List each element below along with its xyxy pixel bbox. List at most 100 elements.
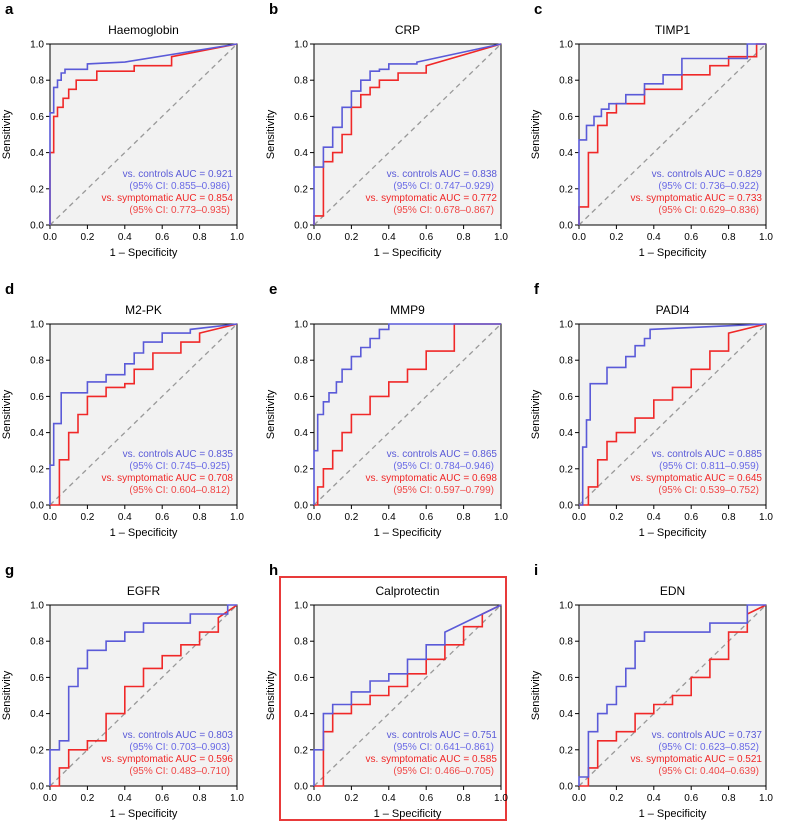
y-tick-label: 0.8 [294,76,308,87]
y-tick-label: 0.2 [559,464,573,475]
ci-symptomatic: (95% CI: 0.597–0.799) [393,485,494,496]
roc-curve-vs-symptomatic [579,604,767,787]
roc-curve-vs-symptomatic [49,43,238,225]
ci-symptomatic: (95% CI: 0.678–0.867) [393,205,494,216]
y-tick-label: 0.6 [294,673,308,684]
y-tick-label: 0.8 [294,637,308,648]
y-tick-label: 0.6 [559,673,573,684]
y-tick-label: 1.0 [559,601,573,612]
panel-title: MMP9 [390,303,425,317]
panel-letter: f [534,281,540,298]
y-axis-label: Sensitivity [530,109,542,159]
panel-letter: c [534,1,542,18]
panel-letter: d [5,281,14,298]
y-tick-label: 0.0 [30,782,44,793]
auc-symptomatic: vs. symptomatic AUC = 0.733 [631,193,763,204]
x-axis-label: 1 – Specificity [639,808,707,820]
x-tick-label: 0.6 [684,232,698,243]
x-tick-label: 0.8 [193,793,207,804]
ci-controls: (95% CI: 0.623–0.852) [658,742,759,753]
y-tick-label: 0.6 [559,392,573,403]
reference-diagonal [49,604,238,787]
auc-controls: vs. controls AUC = 0.751 [387,730,498,741]
ci-symptomatic: (95% CI: 0.483–0.710) [129,766,230,777]
y-tick-label: 0.4 [30,428,44,439]
roc-curve-vs-symptomatic [50,323,238,506]
x-tick-label: 0.2 [80,793,94,804]
y-axis-label: Sensitivity [1,670,13,720]
x-tick-label: 1.0 [759,232,773,243]
roc-curve-vs-symptomatic [313,43,502,225]
auc-controls: vs. controls AUC = 0.737 [652,730,763,741]
x-tick-label: 0.0 [307,232,321,243]
y-tick-label: 0.2 [30,184,44,195]
roc-curve-vs-symptomatic [314,604,502,787]
y-tick-label: 0.4 [30,709,44,720]
y-tick-label: 1.0 [559,320,573,331]
y-tick-label: 0.4 [30,148,44,159]
y-tick-label: 0.2 [294,745,308,756]
roc-curve-vs-symptomatic [578,43,766,225]
y-tick-label: 1.0 [30,601,44,612]
auc-symptomatic: vs. symptomatic AUC = 0.596 [102,754,234,765]
x-tick-label: 0.4 [382,512,396,523]
reference-diagonal [49,43,238,226]
ci-controls: (95% CI: 0.736–0.922) [658,181,759,192]
panel-letter: i [534,562,538,579]
y-tick-label: 0.6 [559,112,573,123]
ci-symptomatic: (95% CI: 0.404–0.639) [658,766,759,777]
x-tick-label: 0.6 [155,232,169,243]
panel-title: EGFR [127,584,161,598]
y-tick-label: 0.8 [559,637,573,648]
auc-symptomatic: vs. symptomatic AUC = 0.772 [366,193,498,204]
y-tick-label: 0.6 [30,112,44,123]
x-tick-label: 0.8 [193,512,207,523]
x-tick-label: 0.8 [722,232,736,243]
y-tick-label: 0.0 [294,221,308,232]
x-tick-label: 0.4 [382,232,396,243]
roc-panel-m2-pk: d M2-PK 0.0 0.2 0.4 0.6 0.8 1.0 0.0 0.2 0.4 0.6 0.8 1… [1,281,244,539]
x-tick-label: 0.4 [118,512,132,523]
x-tick-label: 0.4 [647,793,661,804]
x-tick-label: 0.0 [43,793,57,804]
roc-curve-vs-controls [313,43,502,225]
x-tick-label: 0.6 [155,512,169,523]
roc-curve-vs-controls [579,323,767,506]
y-tick-label: 1.0 [294,320,308,331]
y-tick-label: 1.0 [30,40,44,51]
x-tick-label: 0.2 [609,512,623,523]
y-tick-label: 1.0 [559,40,573,51]
reference-diagonal [578,43,767,226]
x-tick-label: 1.0 [494,793,508,804]
x-tick-label: 1.0 [230,232,244,243]
roc-panel-padi4: f PADI4 0.0 0.2 0.4 0.6 0.8 1.0 0.0 0.2 0.4 0.6 0.8 1… [530,281,773,539]
x-tick-label: 0.4 [647,232,661,243]
y-tick-label: 0.2 [294,464,308,475]
y-axis-label: Sensitivity [530,389,542,439]
x-tick-label: 1.0 [494,232,508,243]
x-tick-label: 1.0 [230,512,244,523]
x-tick-label: 0.2 [609,232,623,243]
auc-symptomatic: vs. symptomatic AUC = 0.585 [366,754,498,765]
auc-symptomatic: vs. symptomatic AUC = 0.645 [631,473,763,484]
y-tick-label: 0.8 [30,637,44,648]
x-tick-label: 0.4 [382,793,396,804]
ci-symptomatic: (95% CI: 0.466–0.705) [393,766,494,777]
y-tick-label: 0.2 [559,184,573,195]
x-tick-label: 0.4 [647,512,661,523]
x-tick-label: 0.8 [457,512,471,523]
x-tick-label: 0.0 [43,232,57,243]
auc-controls: vs. controls AUC = 0.838 [387,169,498,180]
y-tick-label: 0.0 [30,501,44,512]
panel-title: Calprotectin [375,584,439,598]
y-tick-label: 0.6 [30,673,44,684]
panel-letter: e [269,281,277,298]
roc-curve-vs-controls [49,323,238,505]
roc-panel-egfr: g EGFR 0.0 0.2 0.4 0.6 0.8 1.0 0.0 0.2 0.4 0.6 0.8 1.… [1,562,244,820]
y-tick-label: 0.4 [294,428,308,439]
x-tick-label: 0.2 [344,232,358,243]
ci-controls: (95% CI: 0.745–0.925) [129,461,230,472]
y-tick-label: 0.2 [559,745,573,756]
y-tick-label: 0.8 [294,356,308,367]
x-tick-label: 0.8 [193,232,207,243]
